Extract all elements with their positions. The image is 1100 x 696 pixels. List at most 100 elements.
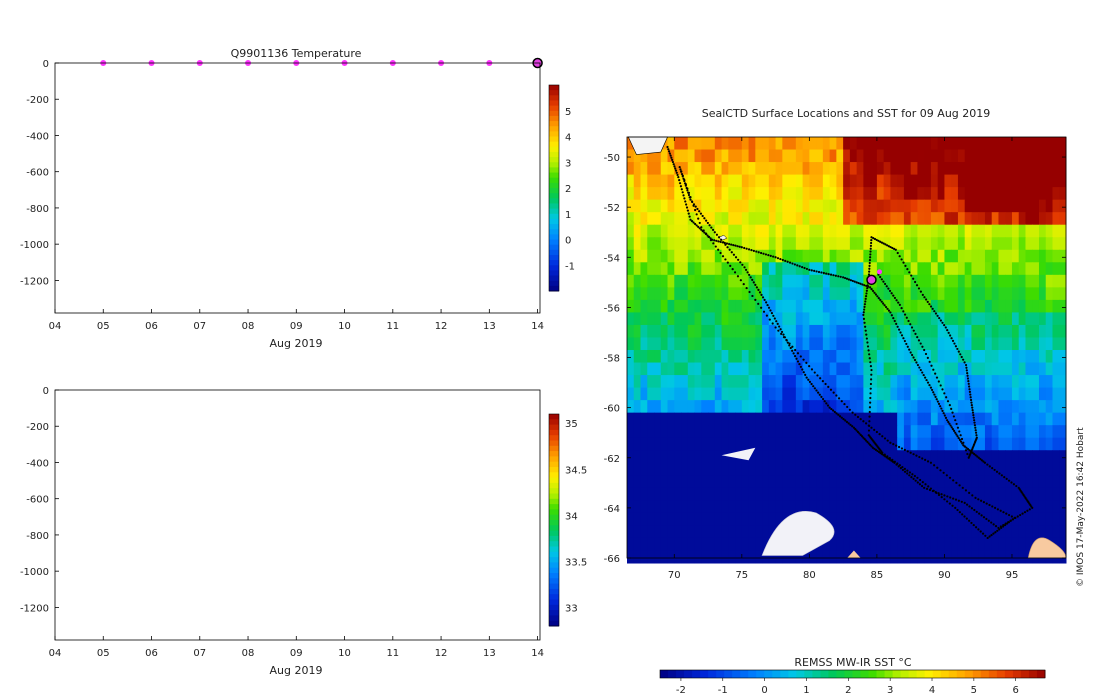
sst-cell xyxy=(1032,187,1040,201)
sst-cell xyxy=(654,400,662,414)
sst-cell xyxy=(647,199,655,213)
sst-cell xyxy=(660,324,669,338)
sst-cell xyxy=(870,475,878,489)
sst-cell xyxy=(937,450,945,464)
sst-cell xyxy=(1032,212,1040,226)
sst-cell xyxy=(681,550,689,564)
sst-cell xyxy=(789,299,797,313)
sst-cell xyxy=(930,412,939,426)
track-point xyxy=(826,404,830,407)
sst-cell xyxy=(728,512,736,526)
sst-cell xyxy=(849,212,858,226)
sst-cell xyxy=(836,387,844,401)
sst-cell xyxy=(768,224,777,238)
sst-cell xyxy=(667,475,675,489)
sst-cell xyxy=(917,299,925,313)
sst-cell xyxy=(829,412,837,426)
sst-cell xyxy=(647,212,655,226)
colorbar-segment xyxy=(549,429,559,436)
sst-cell xyxy=(795,299,804,313)
sst-cell xyxy=(627,525,635,539)
track-point xyxy=(976,455,979,458)
sst-cell xyxy=(984,462,993,476)
sst-cell xyxy=(998,387,1006,401)
track-point xyxy=(995,470,999,473)
sst-cell xyxy=(856,350,864,364)
track-point xyxy=(825,402,828,405)
sst-cell xyxy=(924,312,932,326)
sst-cell xyxy=(802,212,810,226)
sst-cell xyxy=(741,400,750,414)
track-point xyxy=(684,200,687,203)
sst-cell xyxy=(687,400,696,414)
sst-cell xyxy=(937,525,945,539)
sst-cell xyxy=(890,174,898,188)
sst-cell xyxy=(998,412,1006,426)
sst-cell xyxy=(694,362,702,376)
sst-cell xyxy=(910,425,918,439)
sst-cell xyxy=(654,412,662,426)
sst-cell xyxy=(735,350,743,364)
sst-cell xyxy=(897,249,905,263)
sst-cell xyxy=(822,412,831,426)
sst-cell xyxy=(802,287,810,301)
sst-cell xyxy=(856,487,864,501)
sst-cell xyxy=(829,187,837,201)
track-point xyxy=(860,435,864,438)
sst-cell xyxy=(795,350,804,364)
sst-cell xyxy=(1005,537,1013,551)
sst-cell xyxy=(991,324,999,338)
sst-cell xyxy=(789,462,797,476)
sst-cell xyxy=(1059,287,1067,301)
sst-cell xyxy=(782,350,790,364)
sst-cell xyxy=(674,550,682,564)
sst-cell xyxy=(1059,437,1067,451)
sst-cell xyxy=(849,512,858,526)
colorbar-segment xyxy=(549,239,559,246)
sst-cell xyxy=(694,162,702,176)
sst-cell xyxy=(667,550,675,564)
sst-cell xyxy=(667,487,675,501)
sst-cell xyxy=(836,174,844,188)
track-point xyxy=(732,244,735,247)
sst-cell xyxy=(897,262,905,276)
track-point xyxy=(818,393,821,396)
sst-cell xyxy=(728,337,736,351)
track-point xyxy=(902,337,905,340)
sst-cell xyxy=(809,412,817,426)
sst-cell xyxy=(640,487,648,501)
colorbar-segment xyxy=(549,136,559,143)
sst-cell xyxy=(1032,249,1040,263)
sst-cell xyxy=(822,174,831,188)
sst-cell xyxy=(1025,174,1033,188)
track-point xyxy=(943,494,946,497)
sst-cell xyxy=(1025,299,1033,313)
sst-cell xyxy=(1025,249,1033,263)
sst-cell xyxy=(1011,137,1020,151)
sst-cell xyxy=(748,212,756,226)
sst-cell xyxy=(1059,375,1067,389)
track-point xyxy=(949,424,952,427)
track-point xyxy=(747,248,751,251)
sst-cell xyxy=(937,475,945,489)
temperature-y-ticks: 0-200-400-600-800-1000-1200 xyxy=(20,59,59,287)
sst-cell xyxy=(876,537,885,551)
sst-cell xyxy=(883,262,891,276)
track-point xyxy=(998,472,1001,475)
sst-cell xyxy=(654,387,662,401)
sst-cell xyxy=(802,274,810,288)
sst-cell xyxy=(903,237,912,251)
sst-cell xyxy=(789,174,797,188)
sst-cell xyxy=(654,525,662,539)
sst-cell xyxy=(714,362,723,376)
sst-cell xyxy=(755,149,763,163)
sst-cell xyxy=(863,475,871,489)
sst-cell xyxy=(1045,387,1053,401)
track-point xyxy=(873,447,876,450)
sst-cell xyxy=(681,212,689,226)
sst-cell xyxy=(903,337,912,351)
sst-cell xyxy=(903,212,912,226)
sst-cell xyxy=(870,249,878,263)
sst-cell xyxy=(957,462,966,476)
sst-cell xyxy=(964,525,972,539)
